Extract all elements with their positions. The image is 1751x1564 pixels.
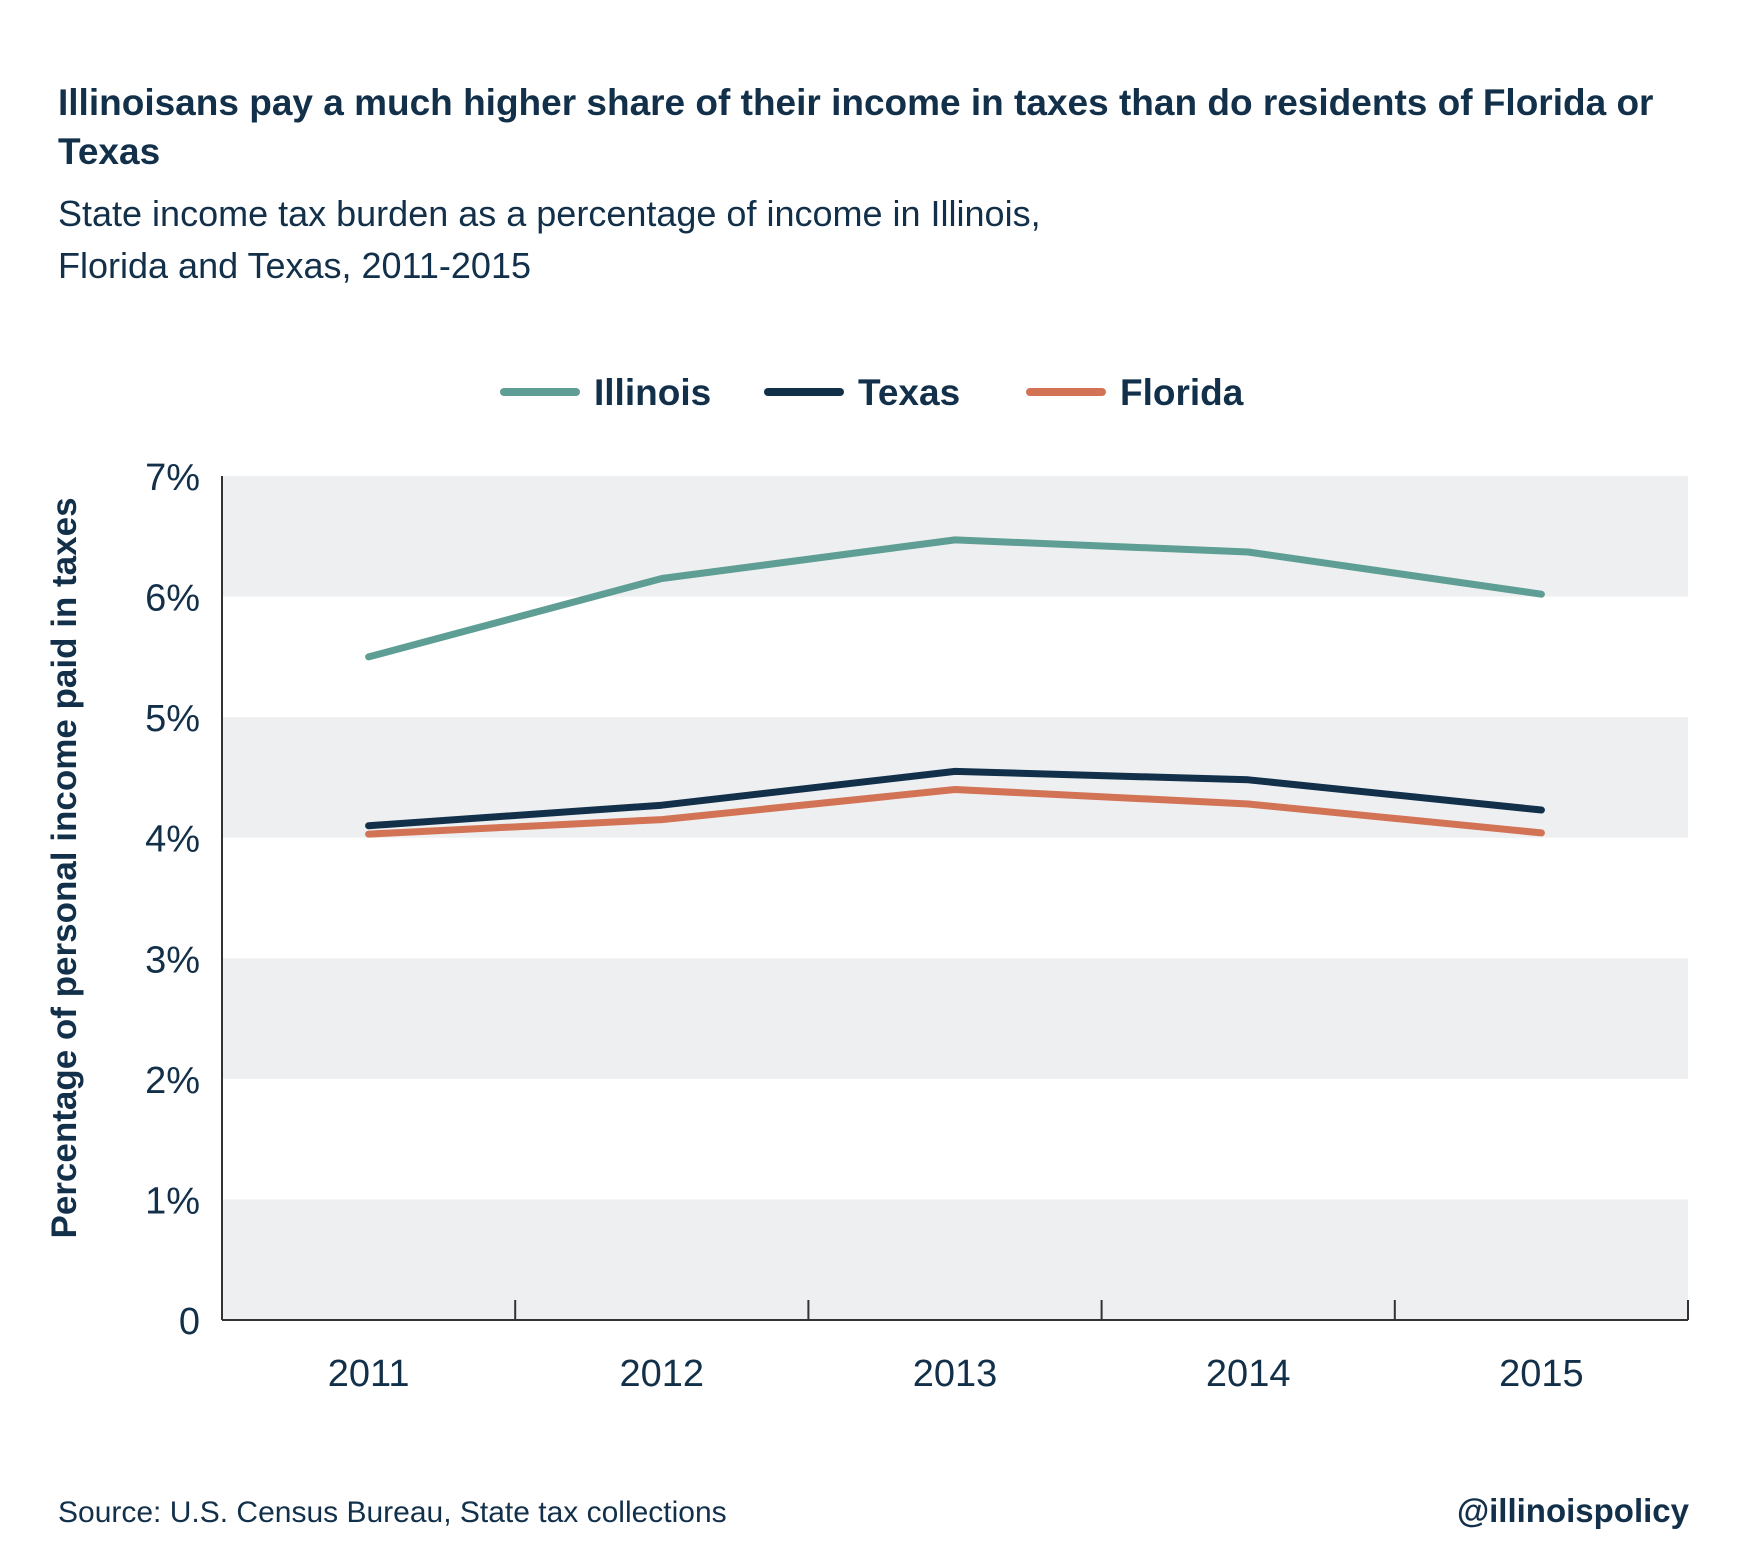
chart-title: Illinoisans pay a much higher share of t… [58,82,1654,172]
series-lines [365,536,1545,838]
source-note: Source: U.S. Census Bureau, State tax co… [58,1496,727,1529]
subtitle-line-2: Florida and Texas, 2011-2015 [58,245,531,286]
x-tick-label: 2011 [328,1353,410,1395]
y-tick-label: 0 [179,1301,200,1343]
legend-item-florida: Florida [1026,372,1244,413]
x-tick-label: 2012 [620,1353,705,1395]
legend-label: Illinois [594,372,711,413]
legend-item-illinois: Illinois [500,372,711,413]
axes [221,476,1689,1321]
y-tick-labels: 0 1% 2% 3% 4% 5% 6% 7% [145,457,200,1343]
x-tick-label: 2015 [1499,1353,1584,1395]
grid-band [222,1199,1688,1320]
legend: Illinois Texas Florida [500,372,1244,413]
y-tick-label: 4% [145,819,200,861]
grid-bands [222,476,1688,1320]
legend-item-texas: Texas [764,372,960,413]
grid-band [222,476,1688,597]
y-tick-label: 2% [145,1060,200,1102]
grid-band [222,958,1688,1079]
y-axis-label: Percentage of personal income paid in ta… [45,497,84,1238]
y-tick-label: 3% [145,939,200,981]
y-tick-label: 7% [145,457,200,499]
x-tick-label: 2014 [1206,1353,1291,1395]
x-tick-label: 2013 [913,1353,998,1395]
legend-label: Texas [858,372,960,413]
y-tick-label: 1% [145,1180,200,1222]
legend-label: Florida [1120,372,1244,413]
social-handle: @illinoispolicy [1456,1492,1689,1529]
chart-subtitle: State income tax burden as a percentage … [58,188,1358,292]
x-tick-labels: 2011 2012 2013 2014 2015 [328,1353,1584,1395]
subtitle-line-1: State income tax burden as a percentage … [58,193,1041,234]
y-tick-label: 5% [145,698,200,740]
y-tick-label: 6% [145,578,200,620]
